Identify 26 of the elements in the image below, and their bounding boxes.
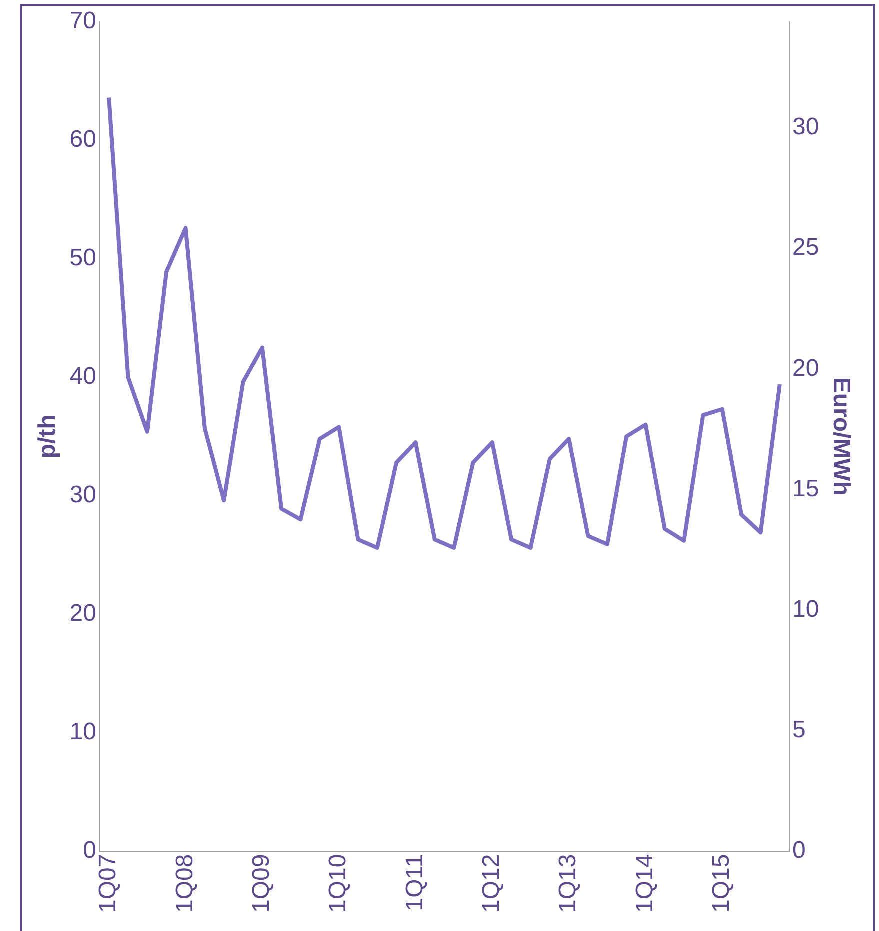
y-tick-label: 70	[70, 8, 96, 35]
y-axis-title: p/th	[34, 414, 62, 459]
x-tick-label: 1Q07	[94, 854, 122, 914]
y2-tick-label: 10	[792, 596, 820, 623]
x-tick-label: 1Q09	[248, 854, 276, 914]
y2-tick-label: 0	[792, 836, 806, 864]
y2-axis-title: Euro/MWh	[828, 377, 855, 496]
x-tick-label: 1Q15	[708, 854, 736, 914]
y-tick-label: 30	[70, 482, 96, 509]
x-tick-label: 1Q10	[324, 854, 352, 914]
y-tick-label: 10	[70, 718, 96, 746]
x-tick-label: 1Q12	[478, 854, 506, 914]
y-tick-label: 50	[70, 244, 96, 272]
y2-tick-label: 30	[792, 114, 820, 141]
y2-tick-label: 25	[792, 234, 820, 262]
y2-tick-label: 5	[792, 716, 806, 744]
x-tick-label: 1Q08	[171, 854, 198, 914]
y2-tick-label: 20	[792, 354, 820, 382]
x-tick-label: 1Q14	[631, 854, 658, 914]
y2-tick-label: 15	[792, 475, 820, 502]
x-tick-label: 1Q13	[554, 854, 582, 914]
y-tick-label: 0	[83, 836, 96, 864]
y-tick-label: 60	[70, 126, 96, 154]
y-tick-label: 20	[70, 600, 96, 627]
y-tick-label: 40	[70, 363, 96, 390]
x-tick-label: 1Q11	[401, 854, 428, 912]
